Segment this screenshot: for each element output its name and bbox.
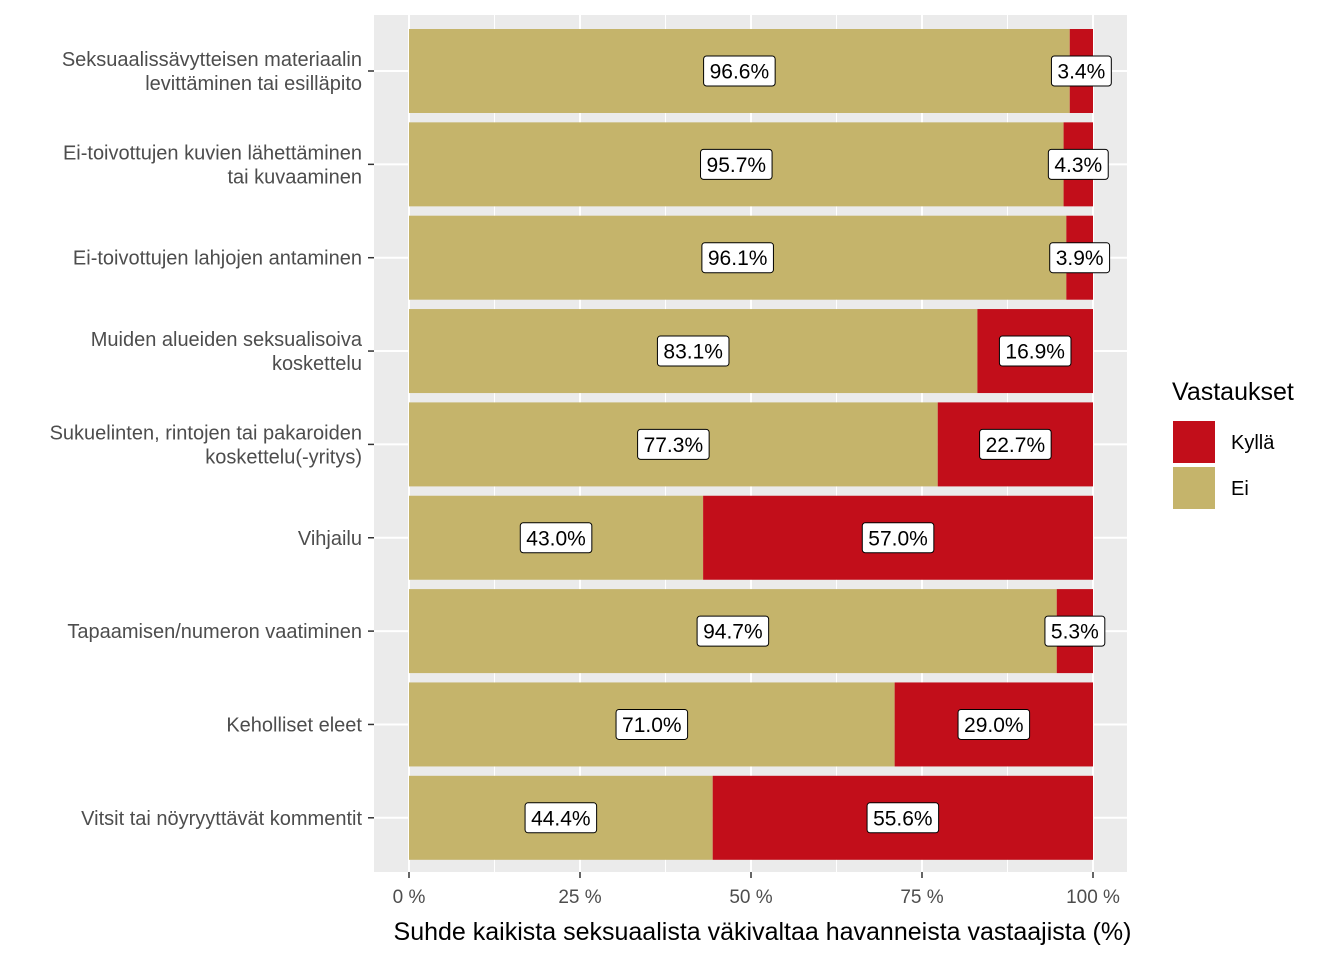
data-label-ei: 96.6% [703,55,776,87]
data-label-ei-text: 94.7% [703,621,763,644]
data-label-ei-box [637,428,710,460]
data-label-kylla: 5.3% [1044,615,1106,647]
data-label-ei-text: 96.6% [710,61,770,84]
data-label-kylla: 29.0% [957,708,1031,740]
data-label-ei-text: 43.0% [526,527,586,550]
data-label-ei-box [701,242,774,274]
data-label-kylla-box [1049,242,1111,274]
x-axis: 0 % 25 % 50 % 75 % 100 % [393,872,1120,908]
y-tick-label: Vitsit tai nöyryyttävät kommentit [81,808,362,830]
y-tick-label: Ei-toivottujen lahjojen antaminen [73,248,362,270]
data-label-kylla: 57.0% [861,522,935,554]
data-label-kylla-box [1050,55,1112,87]
x-axis-title: Suhde kaikista seksuaalista väkivaltaa h… [394,918,1132,946]
x-tick-label: 100 % [1066,887,1120,908]
legend-label: Kyllä [1231,432,1275,454]
data-label-kylla-box [861,522,935,554]
data-label-ei: 43.0% [519,522,593,554]
data-label-kylla-text: 55.6% [873,807,933,830]
x-tick-label: 75 % [900,887,943,908]
data-label-ei-text: 71.0% [622,714,682,737]
y-tick-label: Tapaamisen/numeron vaatiminen [67,621,362,643]
legend: Vastaukset Kyllä Ei [1172,378,1294,509]
data-labels: 96.6% 3.4% 95.7% 4.3% 96.1% 3.9% 83.1% 16.9% 77.… [519,55,1112,834]
y-tick-label: Seksuaalissävytteisen materiaalin levittä… [62,49,362,95]
data-label-kylla: 16.9% [998,335,1072,367]
data-label-kylla-text: 22.7% [986,434,1046,457]
data-label-ei-text: 95.7% [707,154,767,177]
data-label-kylla-box [1044,615,1106,647]
data-label-kylla-text: 3.4% [1057,61,1105,84]
data-label-ei: 71.0% [615,708,689,740]
legend-key [1173,467,1215,509]
y-axis: Seksuaalissävytteisen materiaalin levittä… [50,49,374,830]
data-label-ei: 94.7% [696,615,770,647]
data-label-kylla: 22.7% [979,428,1052,460]
data-label-ei: 96.1% [701,242,774,274]
data-label-ei-text: 44.4% [531,807,591,830]
data-label-kylla-box [957,708,1031,740]
legend-label: Ei [1231,478,1249,500]
data-label-ei-box [519,522,593,554]
bars [409,29,1093,860]
data-label-kylla-text: 4.3% [1054,154,1102,177]
data-label-ei: 44.4% [524,802,598,834]
data-label-ei: 83.1% [656,335,730,367]
data-label-ei-box [703,55,776,87]
data-label-kylla: 4.3% [1047,148,1109,180]
y-tick-label: Keholliset eleet [226,714,362,736]
data-label-kylla-text: 5.3% [1051,621,1099,644]
legend-title: Vastaukset [1172,378,1294,406]
y-tick-label: Sukuelinten, rintojen tai pakaroiden kosk… [50,422,362,468]
data-label-kylla-text: 16.9% [1005,341,1065,364]
data-label-kylla-text: 29.0% [964,714,1024,737]
data-label-kylla-box [979,428,1052,460]
data-label-kylla-text: 3.9% [1056,247,1104,270]
x-tick-label: 25 % [558,887,601,908]
data-label-ei-box [615,708,689,740]
y-tick-label: Vihjailu [298,528,362,550]
data-label-kylla-box [998,335,1072,367]
data-label-kylla: 55.6% [866,802,940,834]
data-label-ei-text: 83.1% [663,341,723,364]
y-tick-label: Ei-toivottujen kuvien lähettäminen tai ku… [63,142,362,188]
data-label-ei-box [696,615,770,647]
data-label-ei: 95.7% [700,148,773,180]
data-label-kylla-box [1047,148,1109,180]
data-label-kylla: 3.9% [1049,242,1111,274]
data-label-ei-box [700,148,773,180]
data-label-ei-box [524,802,598,834]
data-label-ei-box [656,335,730,367]
y-tick-label: Muiden alueiden seksualisoiva koskettelu [91,329,363,375]
x-tick-label: 0 % [393,887,426,908]
data-label-kylla: 3.4% [1050,55,1112,87]
data-label-ei: 77.3% [637,428,710,460]
data-label-ei-text: 77.3% [644,434,704,457]
data-label-kylla-text: 57.0% [868,527,928,550]
x-tick-label: 50 % [729,887,772,908]
legend-key [1173,421,1215,463]
data-label-kylla-box [866,802,940,834]
data-label-ei-text: 96.1% [708,247,768,270]
